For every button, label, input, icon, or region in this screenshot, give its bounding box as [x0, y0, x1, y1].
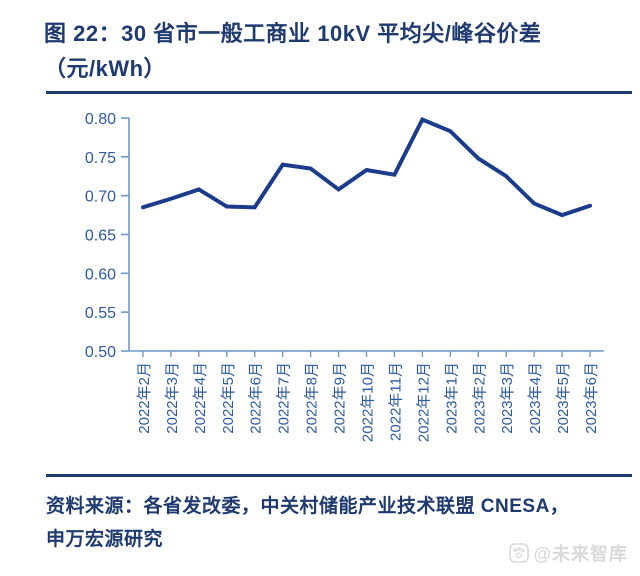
line-chart: 0.80 0.75 0.70 0.65 0.60 0.55 0.50 2022年2月 2022年… [85, 111, 604, 442]
y-tick-label: 0.75 [85, 150, 116, 167]
source-footer: 资料来源：各省发改委，中关村储能产业技术联盟 CNESA， 申万宏源研究 [46, 474, 632, 556]
y-tick-label: 0.50 [85, 344, 116, 361]
figure-title: 图 22：30 省市一般工商业 10kV 平均尖/峰谷价差 （元/kWh） [44, 16, 630, 86]
watermark-text: @未来智库 [533, 544, 628, 564]
watermark: @未来智库 [509, 540, 628, 566]
y-tick-label: 0.70 [85, 189, 116, 206]
x-tick-label: 2022年8月 [304, 362, 321, 434]
x-tick-label: 2023年4月 [527, 362, 544, 434]
y-tick-label: 0.60 [85, 266, 116, 283]
x-tick-label: 2023年1月 [443, 362, 460, 434]
source-text-line1: 资料来源：各省发改委，中关村储能产业技术联盟 CNESA， [46, 496, 570, 517]
source-text-line2: 申万宏源研究 [46, 529, 164, 550]
y-tick-label: 0.65 [85, 228, 116, 245]
x-tick-label: 2023年6月 [583, 362, 600, 434]
x-tick-label: 2022年3月 [164, 362, 181, 434]
x-tick-label: 2023年3月 [499, 362, 516, 434]
y-tick-label: 0.80 [85, 111, 116, 128]
figure-title-line2: （元/kWh） [44, 56, 167, 81]
paw-logo-icon [509, 543, 530, 563]
x-tick-label: 2022年9月 [332, 362, 349, 434]
x-tick-label: 2022年4月 [192, 362, 209, 434]
title-divider [46, 91, 632, 94]
x-tick-label: 2022年11月 [387, 362, 404, 441]
y-tick-label: 0.55 [85, 305, 116, 322]
x-tick-label: 2022年2月 [136, 362, 153, 434]
x-tick-label: 2023年2月 [471, 362, 488, 434]
source-text: 资料来源：各省发改委，中关村储能产业技术联盟 CNESA， 申万宏源研究 [46, 490, 632, 556]
x-tick-label: 2022年7月 [276, 362, 293, 434]
x-tick-label: 2022年10月 [360, 362, 377, 442]
x-tick-label: 2022年5月 [220, 362, 237, 434]
x-tick-label: 2023年5月 [555, 362, 572, 434]
price-spread-series [140, 116, 593, 218]
figure-title-line1: 图 22：30 省市一般工商业 10kV 平均尖/峰谷价差 [44, 21, 542, 46]
x-tick-label: 2022年6月 [248, 362, 265, 434]
x-tick-label: 2022年12月 [415, 362, 432, 442]
